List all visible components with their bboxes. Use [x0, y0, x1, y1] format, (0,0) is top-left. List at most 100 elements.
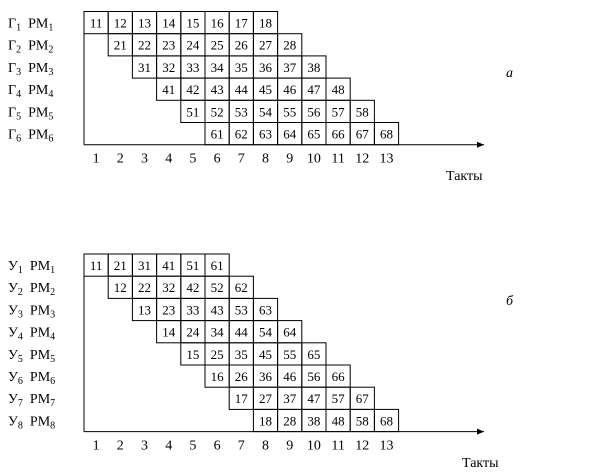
cell-value: 38 — [307, 60, 320, 75]
tick-label: 12 — [355, 439, 369, 454]
cell-value: 41 — [162, 82, 175, 97]
row-label: Г2 РМ2 — [8, 39, 53, 56]
row: Г2 РМ2 21 22 23 24 25 26 27 28 — [8, 33, 303, 57]
cell-value: 18 — [259, 413, 272, 428]
cell-value: 24 — [186, 325, 200, 340]
rm-label: РМ — [30, 370, 51, 385]
tick-label: 10 — [307, 439, 321, 454]
row-label: Г4 РМ4 — [8, 83, 53, 100]
cell-value: 37 — [283, 391, 297, 406]
cell-value: 14 — [162, 325, 176, 340]
cell-value: 61 — [211, 127, 224, 142]
row: Г3 РМ3 31 32 33 34 35 36 37 38 — [8, 55, 327, 79]
cell-value: 52 — [211, 104, 224, 119]
cell-value: 58 — [356, 413, 369, 428]
axis-label: Такты — [446, 169, 483, 184]
cell-value: 15 — [186, 16, 199, 31]
tick-label: 11 — [331, 439, 344, 454]
tick-label: 8 — [262, 439, 269, 454]
tick-label: 6 — [214, 152, 221, 167]
rm-label: РМ — [28, 128, 49, 143]
tick-label: 10 — [307, 152, 321, 167]
cell-value: 51 — [186, 258, 199, 273]
cell-value: 68 — [380, 127, 393, 142]
cell-value: 66 — [332, 127, 346, 142]
rm-subscript: 8 — [50, 420, 55, 431]
rm-subscript: 2 — [48, 45, 53, 56]
unit-letter: У — [8, 370, 18, 385]
cell-value: 32 — [162, 60, 175, 75]
cell-value: 25 — [211, 347, 224, 362]
diagram-letter: а — [506, 66, 513, 81]
cell-value: 22 — [138, 38, 151, 53]
axis-label: Такты — [462, 456, 499, 471]
unit-subscript: 2 — [16, 45, 21, 56]
tick-label: 2 — [117, 439, 124, 454]
cell-value: 22 — [138, 280, 151, 295]
tick-label: 9 — [286, 439, 293, 454]
cell-value: 11 — [90, 258, 103, 273]
unit-letter: Г — [8, 83, 16, 98]
cell-value: 52 — [211, 280, 224, 295]
cell-value: 48 — [332, 413, 345, 428]
unit-letter: У — [8, 414, 18, 429]
unit-letter: У — [8, 326, 18, 341]
cell-value: 56 — [307, 369, 321, 384]
cell-value: 55 — [283, 347, 296, 362]
unit-subscript: 1 — [18, 265, 23, 276]
cell-value: 57 — [332, 391, 346, 406]
cell-value: 55 — [283, 104, 296, 119]
cell-box — [373, 408, 400, 433]
cell-value: 44 — [235, 82, 249, 97]
cell-value: 43 — [211, 302, 224, 317]
unit-letter: Г — [8, 61, 16, 76]
cell-value: 16 — [211, 369, 225, 384]
cell-value: 56 — [307, 104, 321, 119]
tick-label: 4 — [165, 152, 172, 167]
rm-subscript: 6 — [50, 376, 55, 387]
cell-value: 63 — [259, 302, 272, 317]
row: У4 РМ4 14 24 34 44 54 64 — [8, 320, 303, 344]
unit-letter: У — [8, 392, 18, 407]
unit-subscript: 3 — [16, 67, 21, 78]
unit-letter: У — [8, 259, 18, 274]
cell-value: 37 — [283, 60, 297, 75]
unit-subscript: 2 — [18, 287, 23, 298]
cell-value: 47 — [307, 82, 321, 97]
cell-value: 31 — [138, 60, 151, 75]
unit-subscript: 4 — [16, 89, 21, 100]
rm-subscript: 5 — [48, 111, 53, 122]
cell-value: 35 — [235, 60, 248, 75]
rm-label: РМ — [30, 281, 51, 296]
rm-subscript: 7 — [50, 398, 55, 409]
tick-label: 8 — [262, 152, 269, 167]
unit-subscript: 1 — [16, 23, 21, 34]
row: У6 РМ6 16 26 36 46 56 66 — [8, 364, 351, 388]
cell-value: 32 — [162, 280, 175, 295]
cell-value: 18 — [259, 16, 272, 31]
cell-value: 62 — [235, 127, 248, 142]
cell-value: 63 — [259, 127, 272, 142]
cell-value: 27 — [259, 391, 273, 406]
unit-subscript: 5 — [18, 354, 23, 365]
row-label: У3 РМ3 — [8, 303, 55, 320]
rm-subscript: 2 — [50, 287, 55, 298]
cell-value: 64 — [283, 325, 297, 340]
rm-label: РМ — [30, 348, 51, 363]
cell-value: 67 — [356, 391, 370, 406]
cell-value: 27 — [259, 38, 273, 53]
rm-label: РМ — [28, 39, 49, 54]
cell-value: 35 — [235, 347, 248, 362]
cell-value: 53 — [235, 104, 248, 119]
cell-value: 23 — [162, 302, 175, 317]
rm-label: РМ — [30, 392, 51, 407]
row-label: У8 РМ8 — [8, 414, 55, 431]
cell-value: 14 — [162, 16, 176, 31]
rm-label: РМ — [28, 105, 49, 120]
row: У8 РМ8 18 28 38 48 58 68 — [8, 408, 400, 433]
tick-label: 12 — [355, 152, 369, 167]
unit-subscript: 4 — [18, 332, 23, 343]
unit-letter: Г — [8, 17, 16, 32]
